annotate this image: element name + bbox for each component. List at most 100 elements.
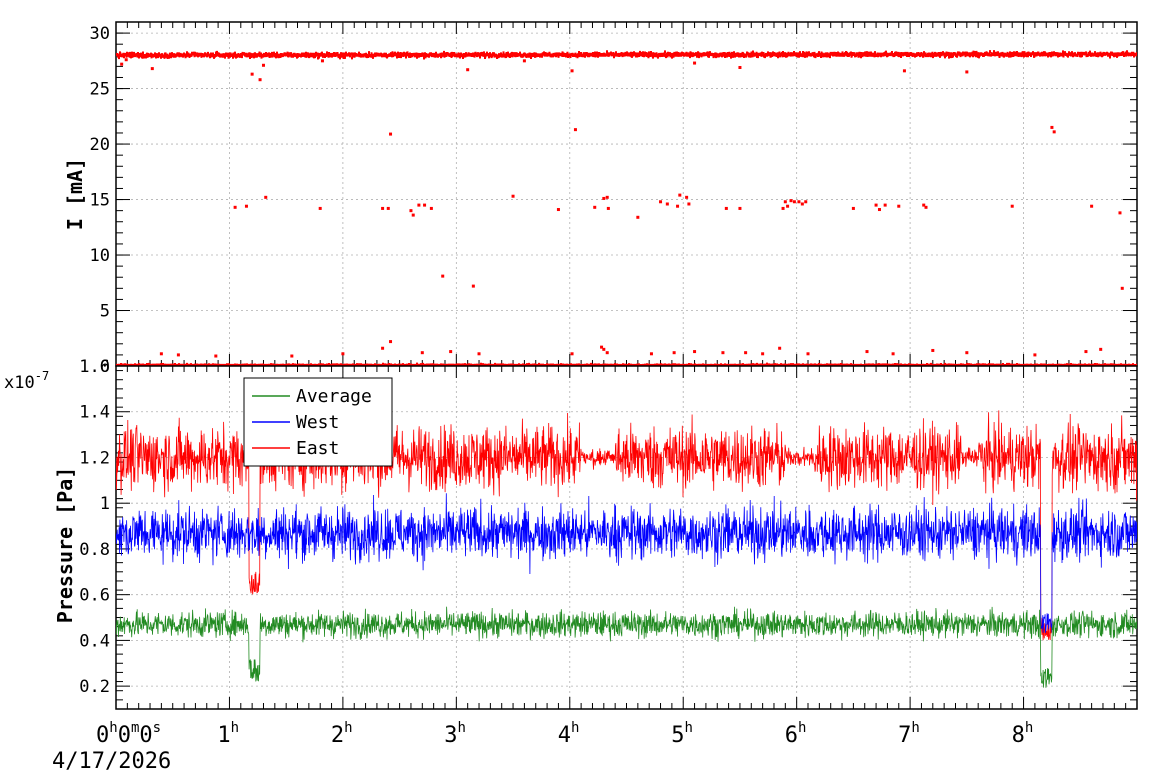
current-point bbox=[636, 215, 640, 219]
current-point bbox=[924, 205, 928, 209]
current-panel: 0 5 10 15 20 25 30 I [mA] bbox=[63, 21, 1138, 377]
current-point bbox=[244, 204, 248, 208]
current-point bbox=[290, 354, 294, 358]
current-point bbox=[389, 132, 393, 136]
current-point bbox=[761, 352, 765, 356]
current-ytick-label: 30 bbox=[90, 24, 110, 44]
current-point bbox=[150, 67, 154, 71]
current-point bbox=[318, 206, 322, 210]
current-point bbox=[573, 128, 577, 132]
current-point bbox=[786, 204, 790, 208]
current-point bbox=[261, 63, 265, 67]
current-point bbox=[778, 346, 782, 350]
current-point bbox=[1033, 353, 1037, 357]
current-point bbox=[685, 195, 689, 199]
current-zero-band bbox=[116, 362, 1137, 366]
pressure-y-multiplier-exponent: -7 bbox=[35, 369, 49, 383]
current-point bbox=[693, 350, 697, 354]
current-point bbox=[214, 354, 218, 358]
current-point bbox=[233, 205, 237, 209]
current-point bbox=[477, 352, 481, 356]
current-point bbox=[466, 68, 470, 72]
current-point bbox=[411, 213, 415, 217]
current-point bbox=[605, 195, 609, 199]
current-point bbox=[874, 203, 878, 207]
current-point bbox=[649, 352, 653, 356]
pressure-ytick-label: 0.4 bbox=[79, 631, 110, 651]
current-point bbox=[429, 206, 433, 210]
pressure-ytick-label: 0.2 bbox=[79, 677, 110, 697]
time-axis-label: 6h bbox=[785, 720, 807, 748]
current-point bbox=[471, 284, 475, 288]
pressure-ytick-label: 1.4 bbox=[79, 403, 110, 423]
current-ytick-label: 15 bbox=[90, 191, 110, 211]
current-point bbox=[897, 204, 901, 208]
current-point bbox=[423, 203, 427, 207]
current-point bbox=[176, 353, 180, 357]
current-point bbox=[965, 70, 969, 74]
current-y-axis-title: I [mA] bbox=[63, 158, 87, 230]
time-axis-label: 2h bbox=[331, 720, 353, 748]
pressure-y-multiplier: x10-7 bbox=[4, 369, 49, 393]
current-point bbox=[1084, 350, 1088, 354]
current-point bbox=[606, 206, 610, 210]
pressure-ytick-label: 0.8 bbox=[79, 540, 110, 560]
current-point bbox=[386, 206, 390, 210]
current-data-points bbox=[116, 50, 1137, 366]
current-point bbox=[389, 340, 393, 344]
pressure-ytick-label: 1.6 bbox=[79, 357, 110, 377]
current-point bbox=[792, 200, 796, 204]
time-axis-label: 3h bbox=[444, 720, 466, 748]
current-point bbox=[902, 69, 906, 73]
current-point bbox=[441, 274, 445, 278]
time-axis-label: 4h bbox=[558, 720, 580, 748]
pressure-line-west bbox=[116, 493, 1137, 633]
current-point bbox=[1010, 204, 1014, 208]
current-point bbox=[877, 208, 881, 212]
current-point bbox=[605, 351, 609, 355]
current-point bbox=[381, 346, 385, 350]
current-point bbox=[965, 351, 969, 355]
current-point bbox=[124, 58, 128, 62]
current-point bbox=[678, 193, 682, 197]
pressure-ytick-label: 1 bbox=[100, 494, 110, 514]
current-point bbox=[159, 352, 163, 356]
current-point bbox=[781, 206, 785, 210]
current-point bbox=[258, 78, 262, 82]
current-point bbox=[797, 200, 801, 204]
current-point bbox=[602, 347, 606, 351]
current-point bbox=[1050, 125, 1054, 129]
current-point bbox=[665, 202, 669, 206]
time-axis-label: 0h0m0s bbox=[96, 720, 161, 748]
current-point bbox=[883, 203, 887, 207]
legend-label-west: West bbox=[296, 412, 339, 433]
current-point bbox=[672, 351, 676, 355]
current-point bbox=[851, 206, 855, 210]
legend-label-east: East bbox=[296, 438, 339, 459]
current-point bbox=[693, 61, 697, 65]
current-point bbox=[320, 59, 324, 63]
current-point bbox=[1099, 347, 1103, 351]
pressure-legend: Average West East bbox=[243, 377, 393, 467]
current-point bbox=[687, 202, 691, 206]
current-point bbox=[264, 195, 268, 199]
current-grid bbox=[116, 22, 1137, 366]
pressure-ytick-label: 0.6 bbox=[79, 586, 110, 606]
time-axis-labels: 0h0m0s 1h 2h 3h 4h 5h 6h 7h 8h bbox=[96, 720, 1033, 748]
current-point bbox=[659, 200, 663, 204]
current-point bbox=[449, 350, 453, 354]
current-ytick-label: 10 bbox=[90, 246, 110, 266]
current-point bbox=[738, 65, 742, 69]
current-ytick-label: 5 bbox=[100, 302, 110, 322]
pressure-y-axis-title: Pressure [Pa] bbox=[53, 467, 77, 624]
current-point bbox=[342, 56, 346, 60]
current-point bbox=[522, 59, 526, 63]
time-axis-label: 8h bbox=[1012, 720, 1034, 748]
current-point bbox=[556, 208, 560, 212]
current-point bbox=[511, 194, 515, 198]
current-plot-frame bbox=[115, 21, 1138, 367]
current-point bbox=[1090, 204, 1094, 208]
current-point bbox=[1120, 286, 1124, 290]
current-point bbox=[1052, 130, 1056, 134]
current-baseline-band bbox=[116, 50, 1137, 60]
